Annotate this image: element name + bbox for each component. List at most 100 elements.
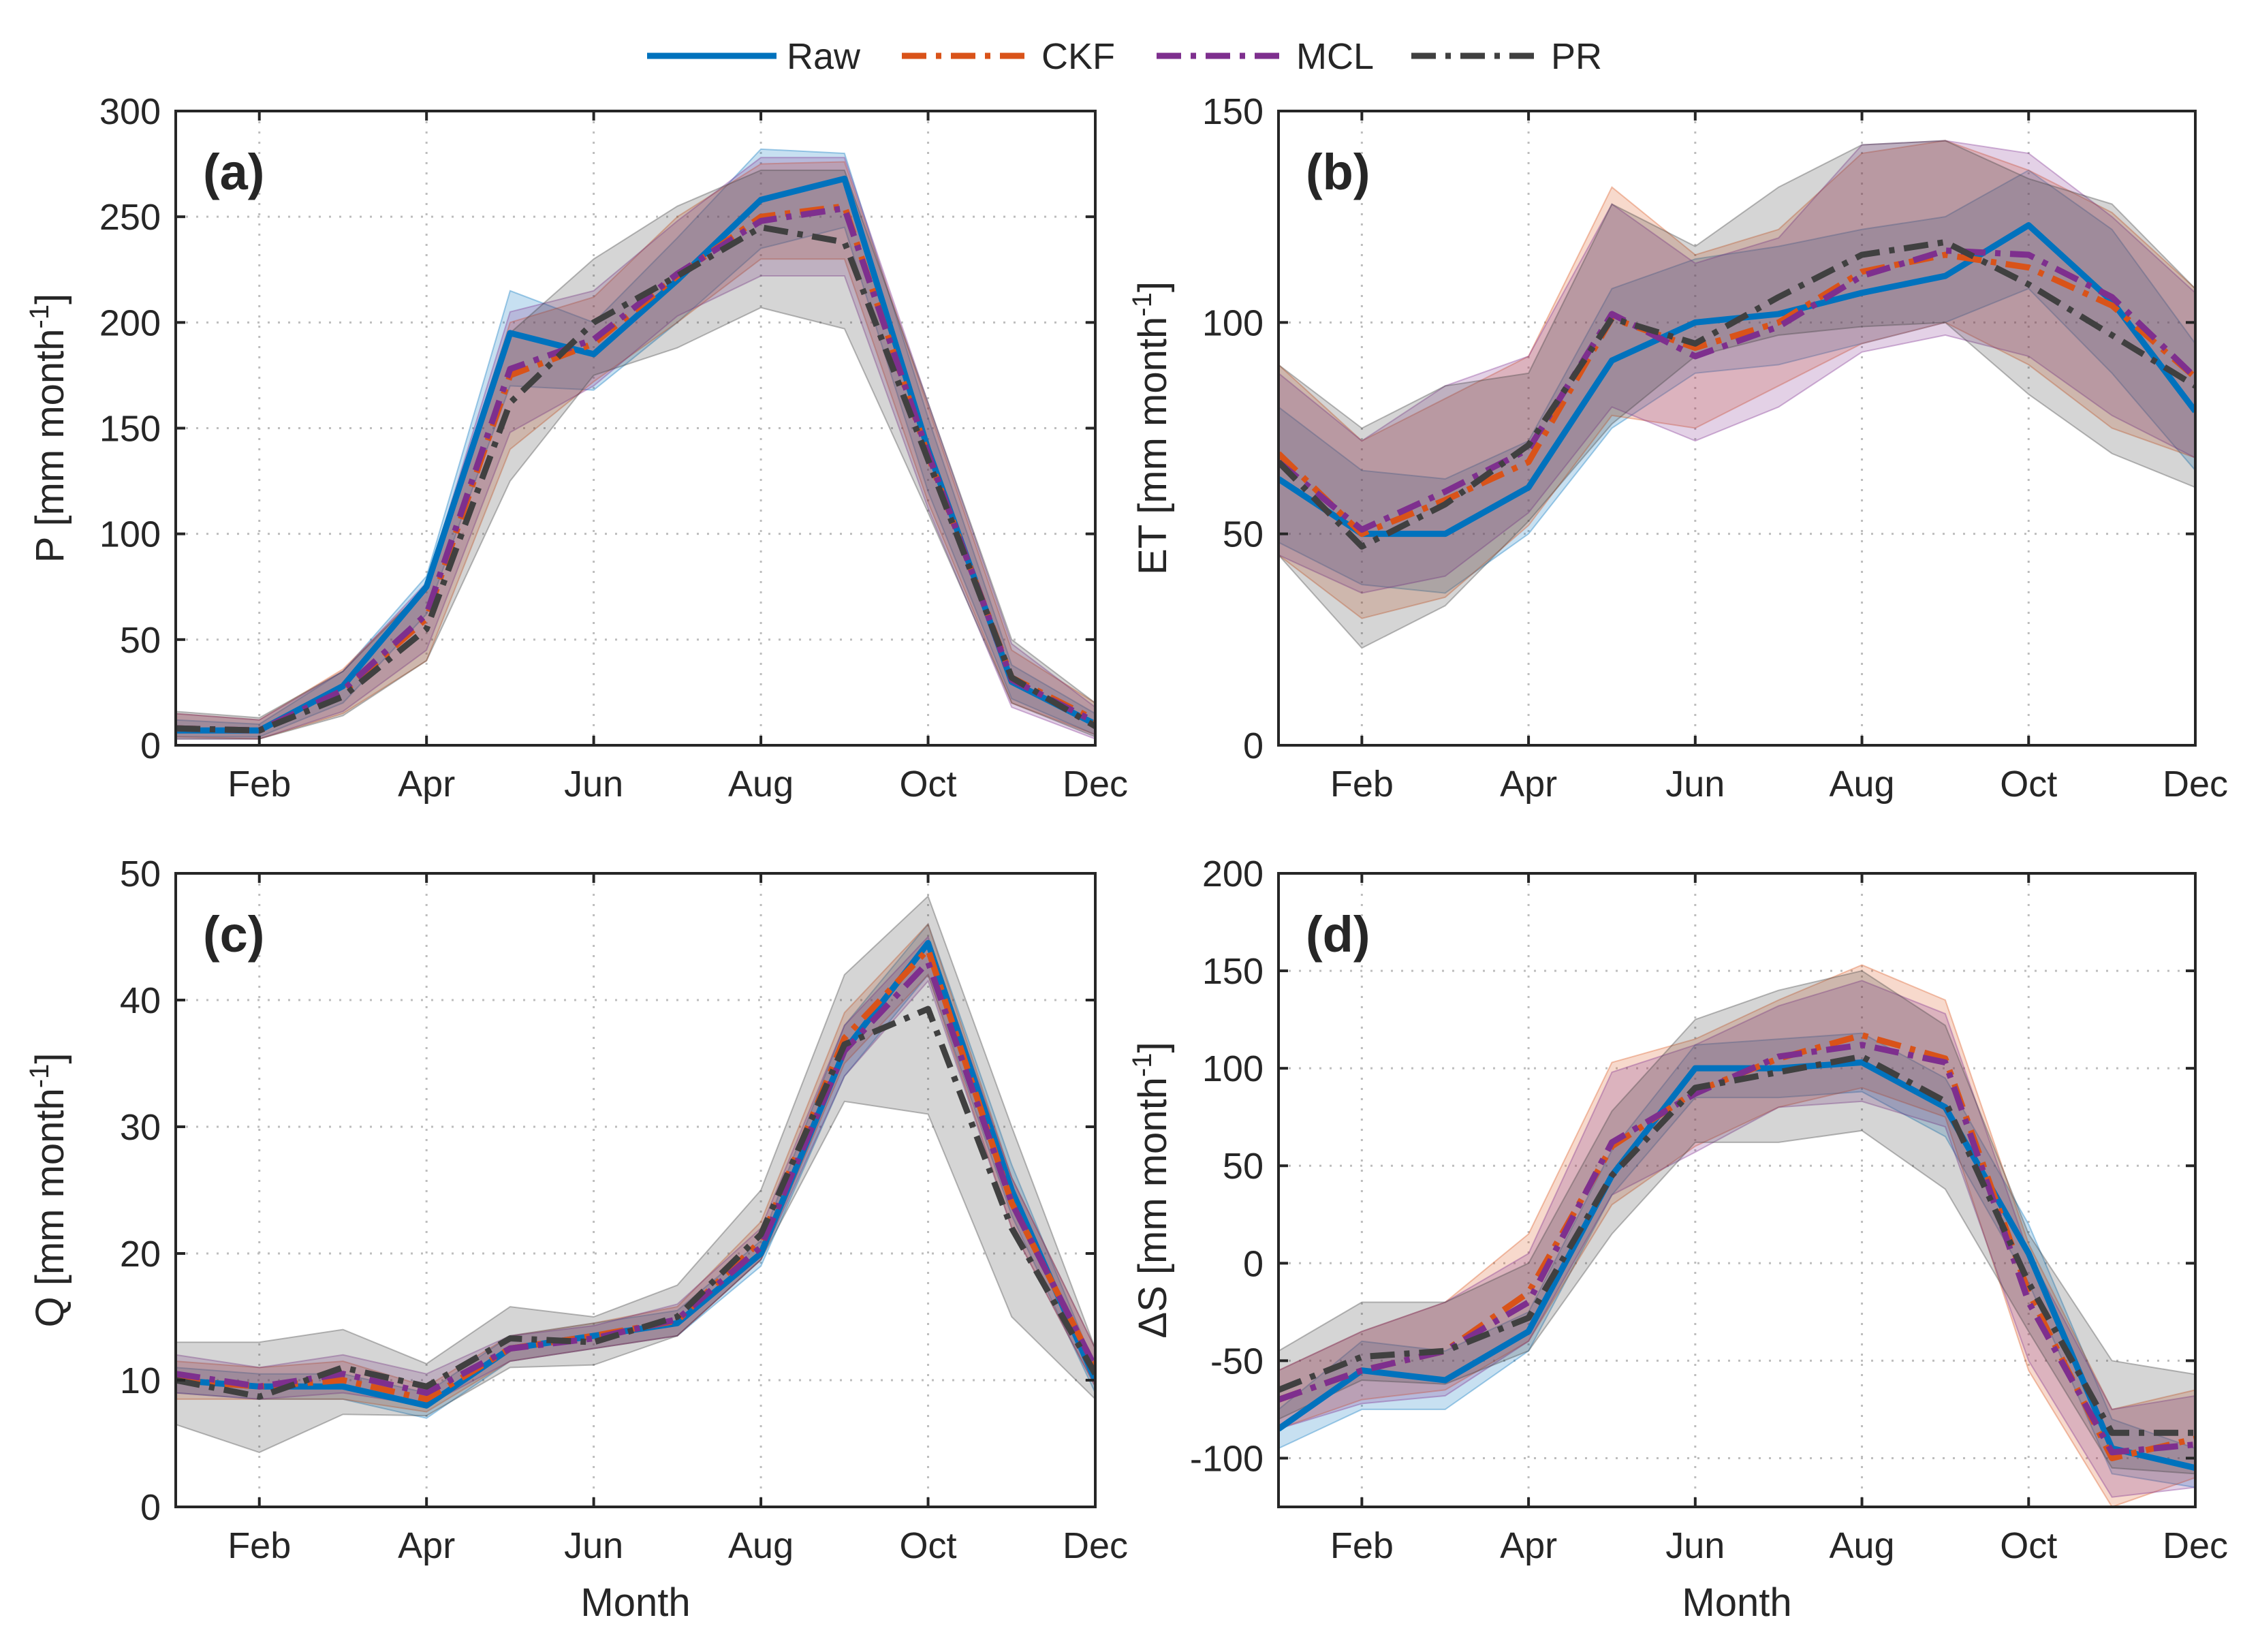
y-tick-label: 200 [99, 302, 161, 343]
series-line-pr [1279, 238, 2195, 550]
y-tick-label: 20 [120, 1234, 161, 1275]
band-mcl [176, 157, 1095, 740]
panel-a: Feb Apr Jun Aug Oct Dec 0 50 100 150 200 250 300 P [m… [25, 91, 1128, 805]
y-tick-label: 30 [120, 1107, 161, 1148]
y-tick-label: -100 [1190, 1438, 1264, 1479]
series-line-pr [1279, 1053, 2195, 1436]
legend-label-raw: Raw [787, 36, 861, 77]
series-lines [1279, 1032, 2195, 1471]
y-tick-label: -50 [1210, 1341, 1264, 1382]
y-tick-label: 50 [120, 620, 161, 661]
series-line-raw [1279, 1059, 2195, 1471]
y-tick-label: 300 [99, 91, 161, 132]
y-tick-label: 250 [99, 197, 161, 238]
x-tick-label: Oct [2000, 1525, 2057, 1566]
y-axis-label: ΔS [mm month-1] [1127, 1042, 1175, 1338]
x-tick-label: Dec [2163, 764, 2228, 805]
panel-label: (a) [203, 144, 264, 200]
x-tick-label: Oct [900, 764, 957, 805]
panel-label: (c) [203, 906, 264, 963]
band-pr [176, 169, 1095, 740]
band-ckf [1279, 964, 2195, 1507]
uncertainty-bands [176, 894, 1095, 1454]
series-lines [176, 939, 1095, 1409]
series-lines [176, 175, 1095, 734]
band-raw [176, 148, 1095, 738]
x-tick-label: Jun [564, 764, 623, 805]
y-tick-label: 200 [1202, 854, 1264, 894]
y-axis-label: Q [mm month-1] [25, 1053, 72, 1328]
y-axis-label-superscript: -1 [25, 1064, 54, 1089]
x-tick-label: Jun [564, 1525, 623, 1566]
x-tick-label: Feb [228, 1525, 291, 1566]
panel-d: Feb Apr Jun Aug Oct Dec -100 -50 0 50 100 150 200 ΔS … [1127, 854, 2228, 1625]
x-tick-label: Dec [2163, 1525, 2228, 1566]
series-line-mcl [1279, 247, 2195, 533]
y-tick-label: 150 [1202, 91, 1264, 132]
y-axis-label-main: ΔS [mm month [1131, 1077, 1175, 1339]
x-tick-label: Oct [900, 1525, 957, 1566]
x-tick-label: Dec [1063, 1525, 1128, 1566]
y-axis-label-tail: ] [1131, 1042, 1175, 1053]
y-tick-label: 50 [120, 854, 161, 894]
y-tick-label: 50 [1223, 1146, 1264, 1187]
y-axis-label-superscript: -1 [25, 305, 54, 329]
y-axis-label-tail: ] [28, 1053, 72, 1064]
x-tick-label: Feb [1330, 764, 1394, 805]
legend-label-ckf: CKF [1041, 36, 1115, 77]
y-axis-label: P [mm month-1] [25, 294, 72, 563]
uncertainty-bands [176, 148, 1095, 740]
y-tick-label: 0 [140, 1487, 161, 1528]
band-pr [176, 894, 1095, 1454]
x-tick-label: Feb [228, 764, 291, 805]
x-axis-label: Month [1682, 1580, 1791, 1625]
y-axis-label-tail: ] [1131, 281, 1175, 292]
band-raw [1279, 169, 2195, 594]
x-tick-label: Apr [1500, 1525, 1557, 1566]
legend-label-mcl: MCL [1296, 36, 1374, 77]
x-tick-label: Oct [2000, 764, 2057, 805]
panel-label: (b) [1306, 144, 1370, 200]
band-ckf [176, 161, 1095, 740]
panel-c: Feb Apr Jun Aug Oct Dec 0 10 20 30 40 50 Q [mm month… [25, 854, 1128, 1625]
y-tick-label: 10 [120, 1360, 161, 1401]
x-tick-label: Apr [398, 1525, 455, 1566]
x-tick-label: Jun [1665, 1525, 1725, 1566]
y-axis-label-main: Q [mm month [28, 1088, 72, 1327]
x-tick-label: Feb [1330, 1525, 1394, 1566]
band-pr [1279, 970, 2195, 1475]
band-pr [1279, 140, 2195, 649]
x-tick-label: Aug [728, 764, 794, 805]
y-tick-label: 40 [120, 980, 161, 1021]
x-tick-label: Jun [1665, 764, 1725, 805]
y-axis-label-main: P [mm month [28, 328, 72, 563]
y-tick-label: 100 [99, 514, 161, 555]
y-tick-label: 100 [1202, 302, 1264, 343]
y-tick-label: 150 [99, 409, 161, 450]
series-line-ckf [1279, 251, 2195, 537]
y-tick-label: 150 [1202, 951, 1264, 992]
y-tick-label: 0 [140, 726, 161, 766]
axes-box [1277, 110, 2197, 747]
x-tick-label: Apr [1500, 764, 1557, 805]
band-mcl [1279, 980, 2195, 1498]
series-line-pr [176, 1006, 1095, 1400]
x-axis-label: Month [580, 1580, 690, 1625]
x-tick-label: Aug [1829, 764, 1894, 805]
axes-box [174, 872, 1097, 1508]
x-tick-label: Apr [398, 764, 455, 805]
y-axis-label-superscript: -1 [1127, 292, 1157, 317]
panel-label: (d) [1306, 906, 1370, 963]
panel-b: Feb Apr Jun Aug Oct Dec 0 50 100 150 ET [mm month-… [1127, 91, 2228, 805]
y-axis-label-tail: ] [28, 294, 72, 305]
legend: Raw CKF MCL PR [647, 36, 1602, 77]
x-tick-label: Dec [1063, 764, 1128, 805]
y-axis-label: ET [mm month-1] [1127, 281, 1175, 575]
uncertainty-bands [1279, 140, 2195, 649]
legend-label-pr: PR [1551, 36, 1602, 77]
series-line-mcl [176, 959, 1095, 1397]
y-tick-label: 100 [1202, 1048, 1264, 1089]
series-line-pr [176, 224, 1095, 734]
y-tick-label: 0 [1243, 726, 1264, 766]
